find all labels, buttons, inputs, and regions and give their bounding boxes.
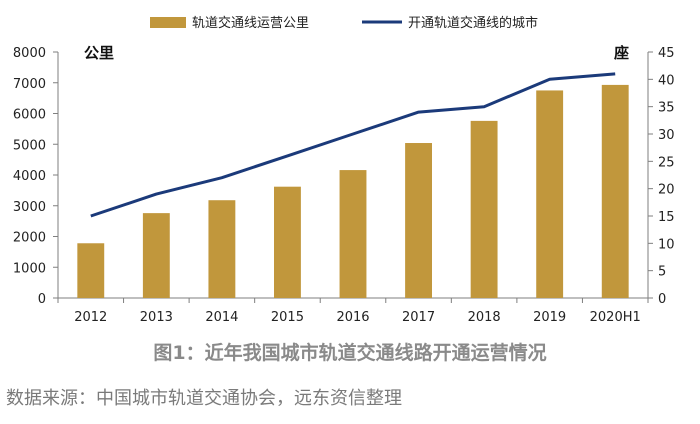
right-axis-tick-label: 30 — [658, 128, 675, 143]
left-axis-tick-label: 6000 — [13, 108, 46, 123]
x-axis-tick-label: 2017 — [402, 310, 435, 325]
bar — [536, 90, 564, 298]
bar — [142, 213, 170, 298]
series-line — [90, 72, 616, 218]
left-axis-tick-label: 4000 — [13, 169, 46, 184]
right-axis-tick-label: 35 — [658, 101, 675, 116]
right-axis-tick-label: 0 — [658, 292, 666, 307]
legend-line-label: 开通轨道交通线的城市 — [408, 15, 538, 31]
right-axis-tick-label: 10 — [658, 237, 675, 252]
x-axis-tick-label: 2018 — [468, 310, 501, 325]
bar — [274, 186, 301, 298]
right-axis-tick-label: 45 — [658, 46, 675, 61]
bar — [470, 120, 498, 298]
left-axis-unit: 公里 — [84, 44, 114, 62]
bar — [77, 243, 105, 298]
figure-caption: 图1：近年我国城市轨道交通线路开通运营情况 — [153, 342, 547, 364]
legend-bar-label: 轨道交通线运营公里 — [192, 15, 309, 31]
left-axis-tick-label: 5000 — [13, 138, 46, 153]
x-axis-tick-label: 2016 — [336, 310, 369, 325]
x-axis-tick-label: 2020H1 — [590, 310, 641, 325]
bar — [601, 84, 629, 298]
x-axis-tick-label: 2019 — [533, 310, 566, 325]
right-axis-tick-label: 20 — [658, 183, 675, 198]
right-axis-tick-label: 25 — [658, 155, 675, 170]
right-axis-tick-label: 5 — [658, 265, 666, 280]
chart: 轨道交通线运营公里 开通轨道交通线的城市 公里 座 0 1000 2000 3000 4… — [13, 15, 675, 325]
left-axis-tick-label: 2000 — [13, 231, 46, 246]
left-axis-tick-label: 7000 — [13, 77, 46, 92]
x-axis-tick-label: 2014 — [205, 310, 238, 325]
legend-bar-swatch — [150, 17, 186, 28]
bar — [405, 143, 432, 298]
left-axis-tick-label: 8000 — [13, 46, 46, 61]
bar — [339, 170, 367, 298]
line-series — [90, 72, 616, 218]
x-axis-tick-label: 2012 — [74, 310, 107, 325]
left-axis-tick-label: 1000 — [13, 261, 46, 276]
x-axis-tick-label: 2015 — [271, 310, 304, 325]
bar — [208, 200, 236, 298]
source-note: 数据来源：中国城市轨道交通协会，远东资信整理 — [6, 388, 402, 409]
ticks: 0 1000 2000 3000 4000 5000 6000 7000 8000 0 5 10 15 2… — [13, 46, 675, 325]
right-axis-unit: 座 — [613, 44, 629, 62]
right-axis-tick-label: 40 — [658, 73, 675, 88]
bars — [77, 84, 629, 298]
right-axis-tick-label: 15 — [658, 210, 675, 225]
legend: 轨道交通线运营公里 开通轨道交通线的城市 — [150, 15, 538, 31]
left-axis-tick-label: 0 — [38, 292, 46, 307]
left-axis-tick-label: 3000 — [13, 200, 46, 215]
x-axis-tick-label: 2013 — [140, 310, 173, 325]
